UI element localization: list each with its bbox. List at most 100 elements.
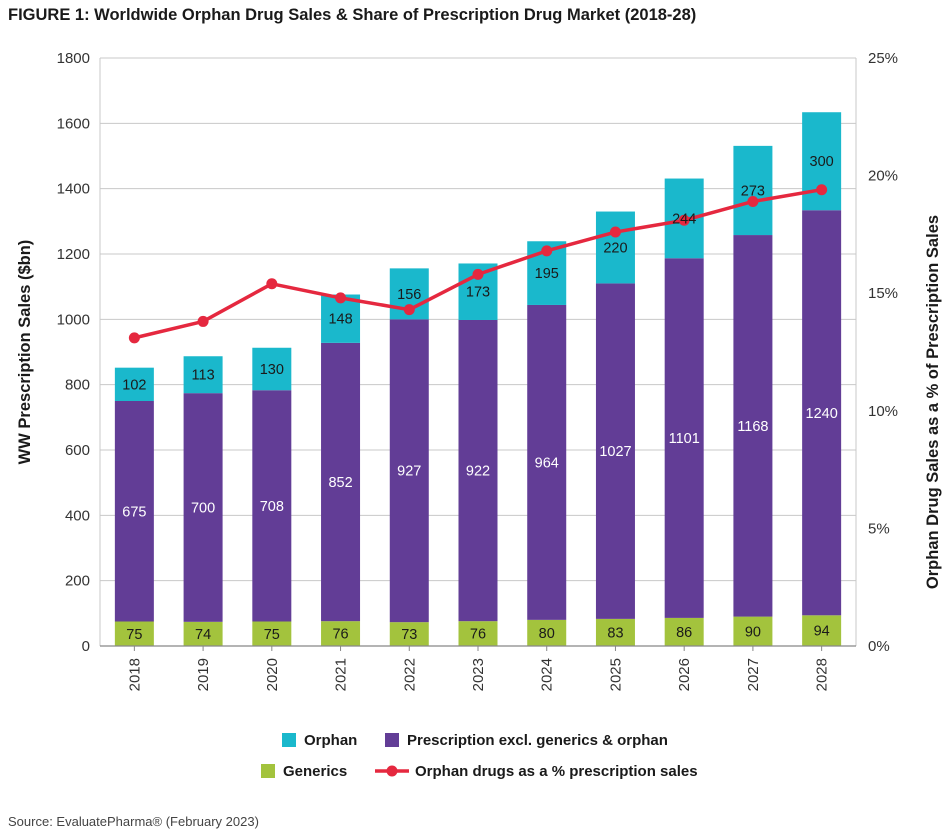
x-tick-label: 2019 bbox=[195, 658, 212, 691]
y-tick-label: 1000 bbox=[57, 311, 90, 328]
data-label-generics: 90 bbox=[745, 624, 761, 640]
percent-line-point bbox=[541, 245, 553, 257]
data-label-orphan: 220 bbox=[603, 240, 627, 256]
y-tick-label: 400 bbox=[65, 507, 90, 524]
x-tick-label: 2018 bbox=[126, 658, 143, 691]
percent-line-point bbox=[197, 315, 209, 327]
bar-segment-generics bbox=[664, 617, 704, 646]
data-label-orphan: 102 bbox=[122, 377, 146, 393]
bar-segment-prescription bbox=[802, 210, 842, 616]
data-label-generics: 75 bbox=[126, 627, 142, 643]
bar-segment-prescription bbox=[458, 319, 498, 622]
y2-tick-label: 15% bbox=[868, 285, 898, 302]
bars bbox=[114, 112, 842, 646]
x-tick-label: 2025 bbox=[607, 658, 624, 691]
percent-line bbox=[128, 184, 828, 344]
y-tick-label: 1800 bbox=[57, 50, 90, 67]
bar-segment-orphan bbox=[114, 367, 154, 401]
legend-swatch-generics bbox=[261, 764, 275, 778]
data-label-orphan: 195 bbox=[535, 266, 559, 282]
y-tick-label: 600 bbox=[65, 442, 90, 459]
bar-segment-prescription bbox=[114, 401, 154, 622]
bar-segment-orphan bbox=[733, 145, 773, 236]
legend-label-prescription: Prescription excl. generics & orphan bbox=[407, 732, 668, 749]
x-tick-label: 2020 bbox=[264, 658, 281, 691]
data-labels: 75 675 102 74 700 113 75 708 130 76 852 148 73 927 156… bbox=[122, 154, 838, 643]
data-label-prescription: 708 bbox=[260, 499, 284, 515]
y-tick-label: 1400 bbox=[57, 181, 90, 198]
y-tick-label: 1600 bbox=[57, 115, 90, 132]
y-tick-label: 1200 bbox=[57, 246, 90, 263]
legend-swatch-orphan bbox=[282, 733, 296, 747]
data-label-orphan: 130 bbox=[260, 362, 284, 378]
y-tick-label: 0 bbox=[82, 638, 90, 655]
x-tick-label: 2021 bbox=[333, 658, 350, 691]
y2-tick-label: 25% bbox=[868, 50, 898, 67]
percent-line-point bbox=[335, 292, 347, 304]
y-tick-label: 200 bbox=[65, 573, 90, 590]
percent-line-point bbox=[678, 214, 690, 226]
data-label-prescription: 927 bbox=[397, 464, 421, 480]
bar-segment-orphan bbox=[252, 347, 292, 391]
axes: 0 200 400 600 800 1000 1200 1400 1600 1800 0% 5% 10%… bbox=[16, 50, 942, 691]
percent-line-point bbox=[472, 268, 484, 280]
bar-segment-prescription bbox=[321, 342, 361, 622]
legend-swatch-prescription bbox=[385, 733, 399, 747]
y2-tick-label: 20% bbox=[868, 168, 898, 185]
data-label-generics: 76 bbox=[332, 627, 348, 643]
y2-tick-label: 0% bbox=[868, 638, 890, 655]
data-label-prescription: 1240 bbox=[806, 406, 838, 422]
bar-segment-generics bbox=[595, 618, 635, 646]
data-label-prescription: 1027 bbox=[599, 444, 631, 460]
bar-segment-orphan bbox=[595, 211, 635, 284]
source-note: Source: EvaluatePharma® (February 2023) bbox=[8, 814, 259, 829]
data-label-generics: 74 bbox=[195, 627, 211, 643]
bar-segment-generics bbox=[458, 621, 498, 646]
data-label-orphan: 273 bbox=[741, 183, 765, 199]
data-label-prescription: 675 bbox=[122, 504, 146, 520]
bar-segment-prescription bbox=[733, 235, 773, 617]
legend-label-line: Orphan drugs as a % prescription sales bbox=[415, 763, 698, 780]
x-tick-label: 2023 bbox=[470, 658, 487, 691]
data-label-generics: 83 bbox=[607, 625, 623, 641]
bar-segment-prescription bbox=[527, 304, 567, 620]
bar-segment-prescription bbox=[664, 258, 704, 618]
percent-line-point bbox=[128, 332, 140, 344]
bar-segment-generics bbox=[389, 622, 429, 646]
data-label-orphan: 300 bbox=[810, 154, 834, 170]
percent-line-point bbox=[403, 304, 415, 316]
data-label-prescription: 700 bbox=[191, 500, 215, 516]
y2-tick-label: 5% bbox=[868, 520, 890, 537]
bar-segment-prescription bbox=[389, 319, 429, 623]
bar-segment-generics bbox=[321, 621, 361, 646]
bar-segment-generics bbox=[733, 616, 773, 646]
bar-segment-generics bbox=[252, 621, 292, 646]
data-label-prescription: 852 bbox=[328, 475, 352, 491]
bar-segment-generics bbox=[114, 621, 154, 646]
legend-label-orphan: Orphan bbox=[304, 732, 357, 749]
data-label-orphan: 156 bbox=[397, 287, 421, 303]
data-label-orphan: 244 bbox=[672, 211, 696, 227]
legend-label-generics: Generics bbox=[283, 763, 347, 780]
chart-title: FIGURE 1: Worldwide Orphan Drug Sales & … bbox=[8, 6, 697, 24]
bar-segment-orphan bbox=[183, 356, 223, 394]
data-label-orphan: 113 bbox=[192, 368, 215, 384]
percent-line-point bbox=[266, 278, 278, 290]
data-label-generics: 80 bbox=[539, 626, 555, 642]
data-label-prescription: 1168 bbox=[737, 419, 768, 435]
x-tick-label: 2028 bbox=[814, 658, 831, 691]
x-tick-label: 2026 bbox=[676, 658, 693, 691]
bar-segment-generics bbox=[802, 615, 842, 646]
data-label-generics: 76 bbox=[470, 627, 486, 643]
data-label-orphan: 148 bbox=[328, 312, 352, 328]
y-axis-title: WW Prescription Sales ($bn) bbox=[16, 240, 34, 465]
x-tick-label: 2022 bbox=[401, 658, 418, 691]
percent-line-point bbox=[609, 226, 621, 238]
bar-segment-prescription bbox=[595, 283, 635, 619]
y2-tick-label: 10% bbox=[868, 403, 898, 420]
bar-segment-prescription bbox=[183, 393, 223, 622]
bar-segment-generics bbox=[527, 619, 567, 646]
y2-axis-title: Orphan Drug Sales as a % of Prescription… bbox=[924, 215, 942, 589]
data-label-prescription: 964 bbox=[535, 455, 559, 471]
